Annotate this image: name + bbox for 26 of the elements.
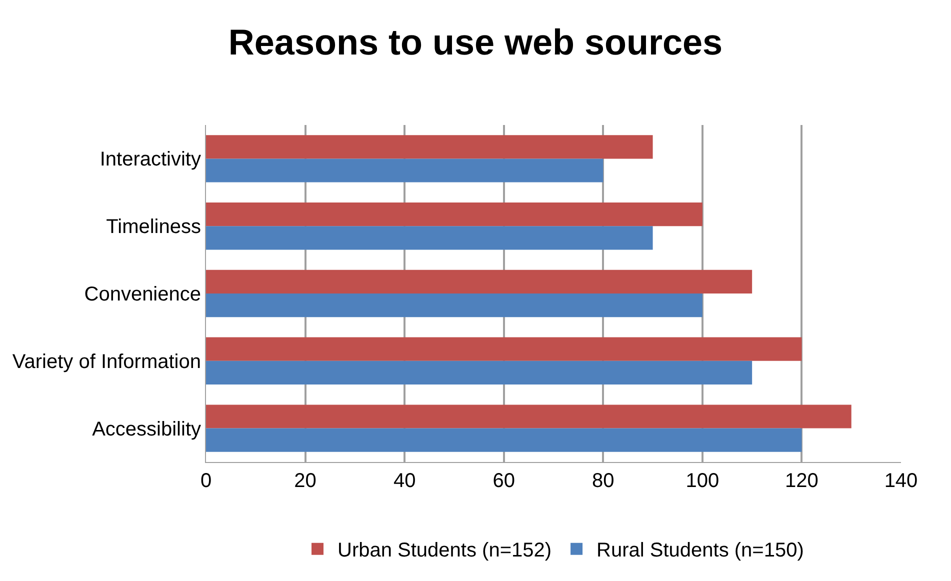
y-tick-label: Variety of Information [12,350,201,373]
x-tick-label: 0 [200,470,212,492]
bar [206,135,653,159]
bar [206,202,702,226]
x-tick-label: 40 [393,470,416,492]
bar [206,226,653,250]
bar [206,360,752,384]
x-tick-label: 60 [492,470,515,492]
bar [206,337,802,361]
x-tick-label: 120 [785,470,818,492]
y-tick-label: Accessibility [92,418,201,440]
y-tick-label: Timeliness [106,216,201,238]
y-tick-label: Convenience [84,284,201,306]
chart-title: Reasons to use web sources [228,21,723,62]
bar [206,428,802,452]
x-tick-label: 100 [686,470,720,492]
legend-label: Urban Students (n=152) [338,540,552,562]
legend-label: Rural Students (n=150) [596,540,804,562]
x-tick-label: 20 [294,470,316,492]
y-tick-label: Interactivity [100,148,201,171]
bar [206,158,604,182]
x-tick-label: 140 [884,470,918,492]
x-tick-label: 80 [592,470,614,492]
bar [206,294,702,318]
bar [206,270,752,294]
bar [206,404,852,428]
